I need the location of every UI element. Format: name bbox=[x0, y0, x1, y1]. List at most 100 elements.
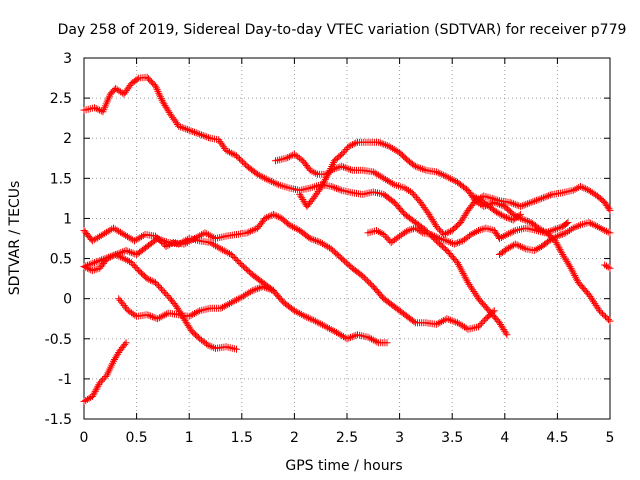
data-point bbox=[297, 155, 305, 163]
data-point bbox=[513, 241, 521, 249]
data-point bbox=[187, 127, 195, 135]
data-point bbox=[110, 251, 118, 259]
data-point bbox=[350, 140, 358, 148]
data-point bbox=[229, 252, 237, 260]
data-point bbox=[120, 255, 128, 263]
data-point bbox=[603, 314, 611, 322]
data-point bbox=[192, 129, 200, 137]
data-point bbox=[113, 250, 121, 258]
data-point bbox=[450, 240, 458, 248]
data-point bbox=[96, 257, 104, 265]
data-point bbox=[282, 154, 290, 162]
data-point bbox=[159, 237, 167, 244]
data-point bbox=[285, 221, 293, 229]
data-point bbox=[101, 255, 109, 263]
data-point bbox=[513, 201, 521, 209]
data-point bbox=[555, 244, 563, 252]
data-point bbox=[471, 289, 479, 297]
data-point bbox=[446, 316, 454, 324]
data-point bbox=[378, 140, 386, 148]
data-point bbox=[349, 141, 356, 149]
data-point bbox=[161, 237, 169, 245]
data-point bbox=[457, 266, 465, 274]
data-point bbox=[254, 285, 262, 293]
data-point bbox=[499, 212, 507, 220]
data-point bbox=[269, 210, 277, 218]
data-point bbox=[90, 266, 98, 274]
data-point bbox=[373, 227, 380, 234]
data-point bbox=[442, 230, 449, 238]
data-point bbox=[124, 247, 132, 255]
data-point bbox=[501, 213, 509, 221]
data-point bbox=[157, 236, 165, 244]
data-point bbox=[546, 227, 554, 235]
data-point bbox=[553, 225, 561, 232]
data-point bbox=[382, 141, 390, 149]
data-point bbox=[558, 230, 566, 238]
data-point bbox=[189, 310, 197, 318]
data-point bbox=[602, 313, 609, 321]
data-point bbox=[434, 234, 442, 242]
data-point bbox=[373, 338, 381, 346]
data-point bbox=[578, 183, 586, 191]
data-point bbox=[129, 260, 137, 268]
data-point bbox=[327, 182, 335, 190]
data-point bbox=[198, 131, 205, 139]
data-point bbox=[237, 156, 245, 164]
data-point bbox=[263, 214, 271, 222]
x-tick-label: 1.5 bbox=[231, 430, 253, 446]
data-point bbox=[545, 192, 553, 200]
data-point bbox=[366, 280, 374, 288]
data-point bbox=[434, 169, 442, 177]
data-point bbox=[91, 104, 98, 112]
data-point bbox=[402, 228, 410, 236]
data-point bbox=[490, 198, 498, 206]
data-point bbox=[450, 177, 458, 184]
data-point bbox=[338, 162, 346, 170]
data-point bbox=[243, 229, 251, 237]
data-point bbox=[247, 227, 255, 235]
data-point bbox=[518, 243, 526, 251]
data-point bbox=[604, 263, 612, 271]
data-point bbox=[323, 172, 331, 180]
data-point bbox=[210, 241, 218, 249]
data-point bbox=[98, 256, 105, 264]
data-point bbox=[191, 128, 198, 136]
data-point bbox=[520, 216, 528, 224]
data-point bbox=[441, 236, 449, 244]
data-point bbox=[368, 335, 375, 343]
data-point bbox=[605, 205, 613, 213]
data-point bbox=[438, 318, 446, 325]
data-point bbox=[343, 335, 351, 343]
data-point bbox=[381, 232, 389, 240]
data-point bbox=[132, 236, 140, 244]
data-point bbox=[345, 142, 353, 150]
data-point bbox=[600, 311, 608, 319]
data-point bbox=[389, 180, 397, 188]
data-point bbox=[329, 183, 337, 191]
data-point bbox=[476, 321, 484, 329]
data-point bbox=[163, 292, 171, 299]
data-point bbox=[359, 272, 367, 280]
data-point bbox=[585, 219, 593, 226]
data-point bbox=[139, 232, 147, 240]
y-tick-label: -0.5 bbox=[45, 332, 72, 348]
data-point bbox=[383, 142, 391, 150]
data-point bbox=[154, 87, 162, 95]
series-arc-12 bbox=[601, 261, 614, 272]
series-arc-6 bbox=[80, 235, 391, 347]
data-point bbox=[178, 124, 186, 131]
series-arc-1 bbox=[80, 73, 511, 339]
data-point bbox=[232, 255, 240, 263]
data-point bbox=[383, 234, 391, 242]
data-point bbox=[313, 237, 321, 245]
data-point bbox=[553, 232, 561, 240]
y-tick-label: -1 bbox=[58, 372, 72, 388]
data-point bbox=[552, 225, 560, 233]
data-point bbox=[496, 200, 503, 208]
y-tick-labels: -1.5 -1 -0.5 0 0.5 1 1.5 2 2.5 3 bbox=[45, 51, 72, 428]
data-point bbox=[555, 224, 563, 232]
data-point bbox=[587, 219, 595, 227]
data-point bbox=[196, 130, 204, 138]
data-point bbox=[466, 282, 474, 290]
